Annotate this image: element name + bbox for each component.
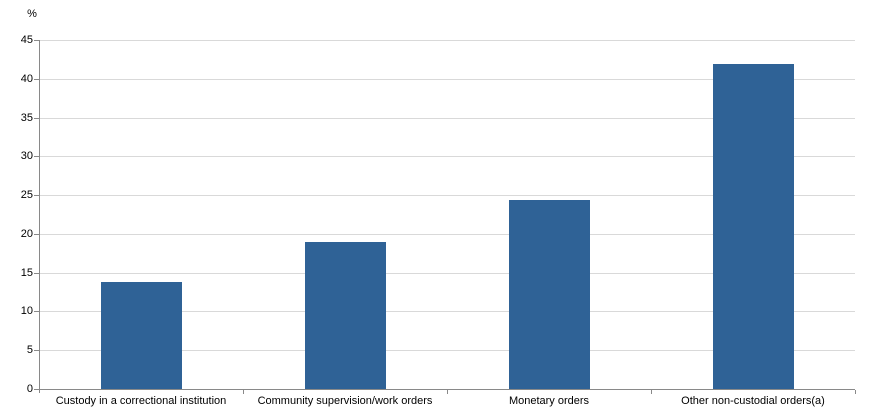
gridline [40,311,855,312]
x-tick-label: Other non-custodial orders(a) [681,395,825,407]
x-tick-mark [447,390,448,394]
x-tick-mark [855,390,856,394]
gridline [40,350,855,351]
y-tick-mark [34,234,39,235]
gridline [40,273,855,274]
x-tick-label: Custody in a correctional institution [55,395,227,407]
gridline [40,195,855,196]
bar [305,242,386,389]
x-tick-mark [651,390,652,394]
y-tick-mark [34,79,39,80]
y-tick-label: 10 [20,305,33,317]
y-tick-label: 40 [20,73,33,85]
y-tick-label: 35 [20,112,33,124]
y-tick-mark [34,40,39,41]
bar [509,200,590,389]
gridline [40,118,855,119]
gridline [40,79,855,80]
gridline [40,234,855,235]
y-tick-label: 5 [26,344,33,356]
bar [713,64,794,389]
y-tick-mark [34,350,39,351]
y-tick-mark [34,195,39,196]
x-tick-label: Monetary orders [508,395,590,407]
y-tick-label: 15 [20,267,33,279]
x-tick-label: Community supervision/work orders [257,395,433,407]
y-tick-label: 45 [20,34,33,46]
gridline [40,40,855,41]
y-tick-label: 20 [20,228,33,240]
x-tick-mark [243,390,244,394]
y-tick-mark [34,156,39,157]
y-axis-unit-label: % [27,8,37,20]
gridline [40,156,855,157]
y-tick-label: 25 [20,189,33,201]
x-axis-line [39,389,855,390]
y-tick-mark [34,273,39,274]
y-axis-line [39,40,40,393]
y-tick-mark [34,118,39,119]
y-tick-mark [34,311,39,312]
y-tick-label: 30 [20,150,33,162]
y-tick-label: 0 [26,383,33,395]
y-tick-mark [34,389,39,390]
bar [101,282,182,389]
